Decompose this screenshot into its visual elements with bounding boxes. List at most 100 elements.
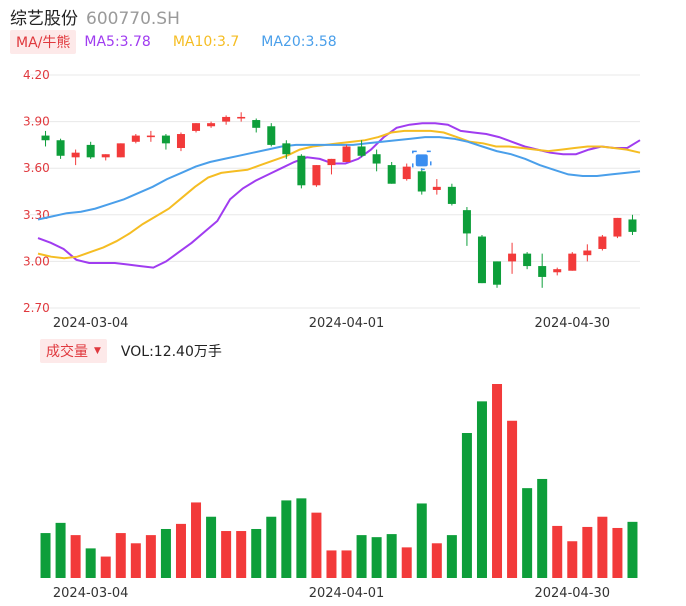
- ma10-legend: MA10:3.7: [172, 34, 240, 50]
- candle-body: [417, 171, 426, 192]
- volume-bar: [70, 535, 81, 578]
- candle-body: [146, 135, 155, 138]
- volume-legend: 成交量 ▼ VOL:12.40万手: [40, 339, 222, 363]
- candle-body: [101, 154, 110, 158]
- y-tick-label: 3.60: [23, 161, 50, 175]
- price-date-axis: 2024-03-04 2024-04-01 2024-04-30: [53, 316, 610, 331]
- volume-bar: [326, 550, 337, 578]
- volume-bar: [612, 527, 623, 578]
- volume-bar: [55, 522, 66, 578]
- x-tick-label: 2024-03-04: [53, 316, 129, 331]
- volume-bar: [416, 503, 427, 578]
- candle-body: [161, 135, 170, 144]
- volume-date-axis: 2024-03-04 2024-04-01 2024-04-30: [53, 586, 610, 601]
- candle-body: [222, 116, 231, 122]
- candle-body: [282, 143, 291, 155]
- ma-legend: MA/牛熊 MA5:3.78 MA10:3.7 MA20:3.58: [10, 30, 359, 54]
- candle-body: [402, 166, 411, 180]
- volume-bar: [431, 543, 442, 578]
- volume-bar: [130, 543, 141, 578]
- volume-bar: [537, 478, 548, 578]
- volume-bar: [461, 433, 472, 578]
- ma10-line: [37, 129, 641, 260]
- candle-body: [327, 158, 336, 166]
- volume-bar: [100, 556, 111, 578]
- x-tick-label: 2024-03-04: [53, 586, 129, 601]
- candle-body: [71, 152, 80, 158]
- candle-body: [342, 146, 351, 162]
- volume-bar: [492, 384, 503, 578]
- ma-lines: [37, 122, 641, 269]
- ma5-legend: MA5:3.78: [84, 34, 151, 50]
- ma-indicator-button[interactable]: MA/牛熊: [10, 30, 77, 54]
- volume-bar: [341, 550, 352, 578]
- candle-body: [432, 186, 441, 190]
- candle-body: [237, 116, 246, 119]
- event-marker-frame: [412, 150, 432, 171]
- volume-bar: [266, 516, 277, 578]
- candle-body: [553, 269, 562, 273]
- candle-body: [493, 261, 502, 285]
- candle-body: [447, 186, 456, 204]
- volume-bar: [191, 502, 202, 578]
- candle-body: [598, 236, 607, 249]
- volume-bar: [145, 535, 156, 578]
- volume-bar: [281, 500, 292, 578]
- volume-bar: [567, 541, 578, 578]
- ma20-line: [37, 136, 641, 221]
- candles: [41, 112, 637, 288]
- candle-body: [131, 135, 140, 142]
- volume-bar: [221, 531, 232, 578]
- volume-bar: [522, 488, 533, 578]
- event-marker-icon: [415, 154, 428, 167]
- candle-body: [477, 236, 486, 284]
- price-axis: 4.20 3.90 3.60 3.30 3.00 2.70: [23, 68, 50, 315]
- volume-bar: [206, 516, 217, 578]
- y-tick-label: 3.00: [23, 254, 50, 268]
- candle-body: [357, 146, 366, 156]
- volume-bar: [552, 525, 563, 578]
- candle-body: [116, 143, 125, 158]
- volume-bar: [251, 528, 262, 578]
- candle-body: [297, 155, 306, 186]
- candle-body: [207, 123, 216, 127]
- ma20-legend: MA20:3.58: [261, 34, 337, 50]
- volume-bar: [311, 512, 322, 578]
- volume-value: VOL:12.40万手: [120, 344, 222, 360]
- candle-body: [192, 123, 201, 131]
- volume-bar: [386, 534, 397, 578]
- volume-indicator-label: 成交量: [46, 344, 88, 360]
- x-tick-label: 2024-04-01: [309, 586, 385, 601]
- candle-body: [56, 140, 65, 156]
- candle-body: [387, 165, 396, 184]
- candle-body: [583, 250, 592, 256]
- volume-bar: [115, 533, 126, 578]
- candle-body: [628, 219, 637, 232]
- candle-body: [538, 266, 547, 277]
- volume-bar: [446, 535, 457, 578]
- candle-body: [252, 120, 261, 128]
- grid-lines: [30, 74, 640, 309]
- candle-body: [267, 126, 276, 145]
- volume-bar: [507, 420, 518, 578]
- volume-bar: [356, 535, 367, 578]
- volume-bar: [85, 548, 96, 578]
- candle-body: [613, 217, 622, 237]
- y-tick-label: 2.70: [23, 301, 50, 315]
- candle-body: [372, 154, 381, 164]
- candle-body: [462, 210, 471, 234]
- volume-bar: [597, 516, 608, 578]
- x-tick-label: 2024-04-30: [534, 316, 610, 331]
- stock-name: 综艺股份: [10, 9, 78, 29]
- volume-bar: [371, 537, 382, 578]
- volume-bar: [175, 523, 186, 578]
- candle-body: [568, 253, 577, 271]
- y-tick-label: 3.30: [23, 208, 50, 222]
- volume-bar: [296, 498, 307, 578]
- y-tick-label: 3.90: [23, 115, 50, 129]
- candle-body: [86, 144, 95, 158]
- volume-bar: [627, 521, 638, 578]
- volume-indicator-dropdown[interactable]: 成交量 ▼: [40, 339, 107, 363]
- volume-bar: [160, 528, 171, 578]
